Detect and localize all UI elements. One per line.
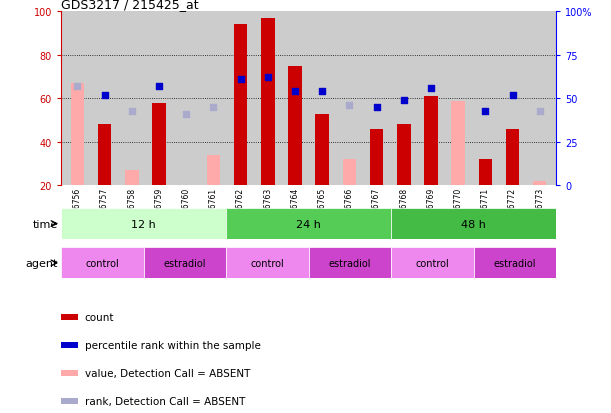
Bar [71, 84, 84, 186]
Bar [98, 125, 111, 186]
Point [508, 93, 518, 99]
Bar [61, 248, 144, 279]
Text: control: control [251, 258, 284, 268]
Bar [61, 314, 78, 320]
Bar [152, 104, 166, 186]
Bar [452, 101, 465, 186]
Point [480, 108, 490, 114]
Bar [226, 248, 309, 279]
Bar [61, 342, 78, 349]
Point [181, 112, 191, 118]
Bar [391, 209, 556, 240]
Bar [125, 171, 139, 186]
Point [345, 103, 354, 109]
Text: control: control [415, 258, 449, 268]
Bar [474, 248, 556, 279]
Point [426, 85, 436, 92]
Point [208, 104, 218, 111]
Point [73, 84, 82, 90]
Bar [61, 209, 226, 240]
Point [399, 97, 409, 104]
Bar [478, 160, 492, 186]
Bar [315, 114, 329, 186]
Point [100, 93, 109, 99]
Point [154, 84, 164, 90]
Bar [533, 181, 546, 186]
Point [371, 104, 381, 111]
Bar [61, 370, 78, 376]
Bar [343, 160, 356, 186]
Bar [391, 248, 474, 279]
Bar [288, 66, 302, 186]
Text: value, Detection Call = ABSENT: value, Detection Call = ABSENT [84, 368, 250, 378]
Bar [226, 209, 391, 240]
Bar [261, 19, 274, 186]
Bar [309, 248, 391, 279]
Text: agent: agent [26, 258, 58, 268]
Point [290, 89, 300, 95]
Text: control: control [86, 258, 119, 268]
Text: estradiol: estradiol [494, 258, 536, 268]
Bar [397, 125, 411, 186]
Text: 24 h: 24 h [296, 219, 321, 229]
Text: estradiol: estradiol [329, 258, 371, 268]
Bar [207, 156, 220, 186]
Bar [61, 398, 78, 404]
Point [263, 75, 273, 82]
Text: time: time [33, 219, 58, 229]
Bar [144, 248, 226, 279]
Text: GDS3217 / 215425_at: GDS3217 / 215425_at [61, 0, 199, 11]
Text: count: count [84, 313, 114, 323]
Bar [424, 97, 437, 186]
Bar [506, 130, 519, 186]
Point [317, 89, 327, 95]
Text: estradiol: estradiol [164, 258, 206, 268]
Point [236, 77, 246, 83]
Bar [234, 26, 247, 186]
Point [535, 108, 544, 114]
Text: 12 h: 12 h [131, 219, 156, 229]
Text: rank, Detection Call = ABSENT: rank, Detection Call = ABSENT [84, 396, 245, 406]
Bar [370, 130, 383, 186]
Text: percentile rank within the sample: percentile rank within the sample [84, 340, 260, 350]
Point [127, 108, 137, 114]
Text: 48 h: 48 h [461, 219, 486, 229]
